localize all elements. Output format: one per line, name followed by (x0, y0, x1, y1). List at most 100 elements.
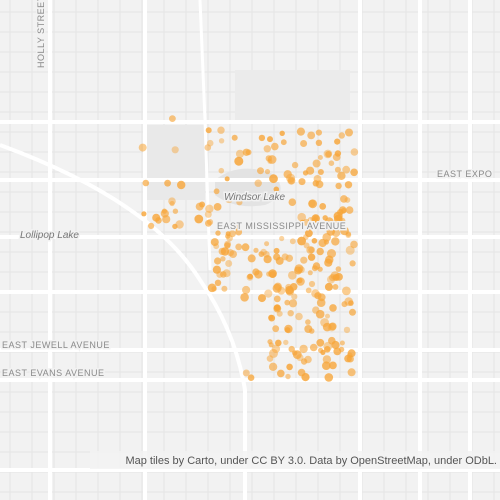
point (305, 287, 312, 294)
lake-label: Lollipop Lake (20, 230, 79, 241)
point (225, 260, 233, 267)
point (347, 368, 356, 377)
point (298, 266, 305, 274)
point (313, 175, 322, 183)
point (215, 230, 221, 236)
point (305, 319, 311, 325)
point (254, 270, 263, 279)
point (300, 256, 308, 264)
point (329, 304, 337, 312)
point (142, 179, 150, 187)
attribution[interactable]: Map tiles by Carto, under CC BY 3.0. Dat… (125, 455, 497, 467)
point (316, 298, 326, 308)
street-label: EAST JEWELL AVENUE (2, 340, 110, 350)
point (341, 301, 348, 308)
point (242, 148, 251, 156)
point (303, 242, 310, 249)
point (258, 134, 266, 142)
point (309, 343, 318, 352)
point (308, 199, 318, 209)
point (288, 299, 298, 308)
point (324, 282, 333, 291)
street-label: EAST MISSISSIPPI AVENUE (217, 221, 346, 231)
point (334, 166, 341, 173)
point (172, 208, 179, 214)
point (213, 188, 220, 195)
point (273, 186, 280, 193)
point (247, 254, 256, 263)
point (318, 347, 324, 353)
point (311, 214, 320, 223)
point (317, 266, 323, 272)
point (177, 180, 186, 190)
point (335, 182, 342, 190)
point (287, 310, 294, 317)
point (317, 169, 324, 175)
point (218, 247, 226, 256)
point (214, 257, 222, 265)
point (220, 256, 226, 262)
point (325, 151, 332, 158)
lake (215, 168, 281, 207)
point (304, 325, 313, 333)
point (218, 167, 225, 174)
point (328, 336, 336, 345)
point (266, 355, 274, 362)
point (335, 266, 342, 272)
point (240, 293, 249, 302)
point (138, 143, 147, 152)
point (315, 309, 325, 319)
point (299, 344, 308, 354)
point (283, 339, 289, 346)
point (329, 361, 337, 370)
point (340, 226, 349, 236)
point (345, 245, 355, 255)
point (335, 273, 343, 281)
point (263, 255, 272, 264)
point (303, 234, 309, 240)
point (307, 131, 316, 140)
point (331, 237, 340, 246)
point (277, 369, 285, 378)
point (280, 139, 287, 146)
point (242, 369, 250, 377)
point (221, 285, 228, 292)
point (260, 248, 267, 256)
point (338, 346, 345, 353)
point (253, 247, 259, 253)
point (284, 324, 293, 334)
point (272, 325, 280, 333)
point (216, 271, 224, 278)
point (297, 212, 307, 222)
point (268, 362, 278, 371)
point (342, 165, 351, 174)
point (218, 138, 225, 144)
point (213, 203, 222, 211)
point (275, 339, 282, 347)
point (325, 313, 330, 319)
point (263, 145, 271, 153)
point (343, 326, 351, 334)
point (267, 158, 273, 164)
point (327, 249, 336, 258)
point (271, 344, 281, 353)
point (233, 223, 241, 231)
point (315, 139, 323, 146)
point (148, 222, 155, 229)
point (345, 128, 353, 137)
point (213, 243, 220, 250)
point (217, 126, 225, 134)
point (296, 277, 303, 284)
point (266, 271, 272, 277)
point (160, 209, 169, 218)
point (273, 247, 280, 254)
point (276, 310, 283, 317)
point (241, 243, 250, 252)
point (312, 159, 321, 168)
point (350, 240, 358, 249)
point (258, 251, 265, 257)
point (307, 253, 316, 261)
point (279, 130, 285, 136)
point (319, 203, 327, 210)
point (225, 233, 231, 239)
